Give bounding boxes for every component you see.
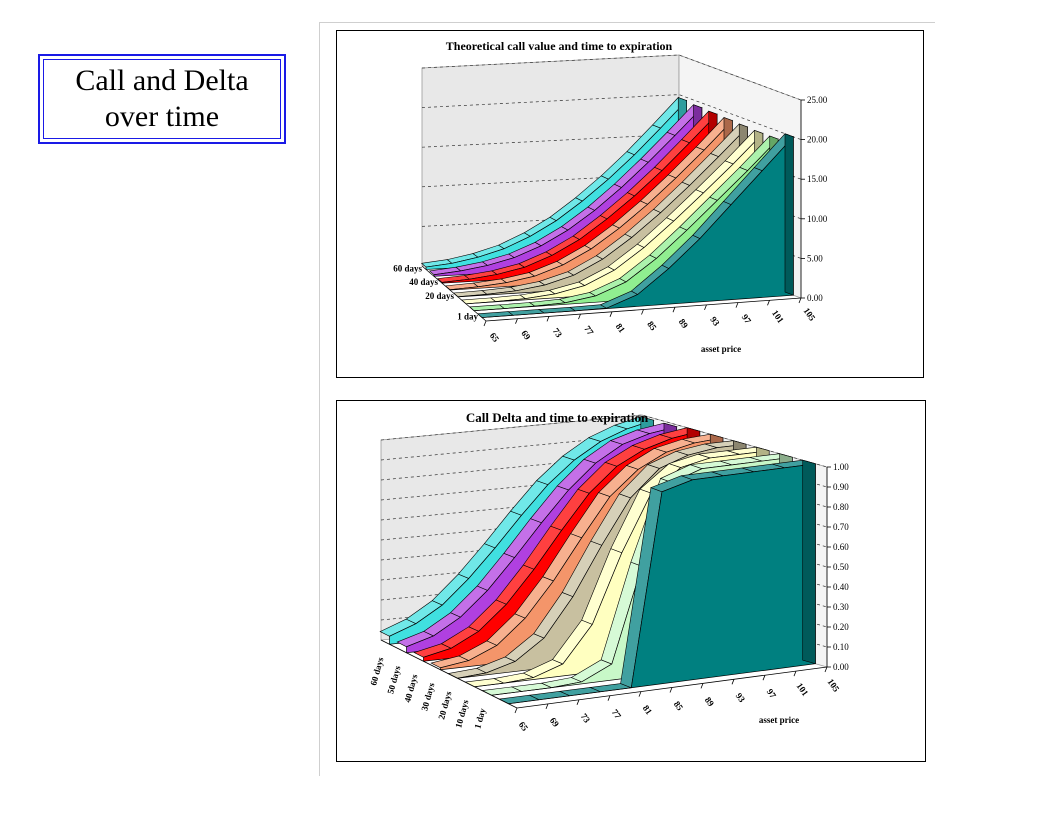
call-value-chart: 0.00 5.00 10.00 15.00 20.00 25.00 65 69 73 77 81 85… [336, 30, 924, 378]
series-end-face [802, 459, 816, 665]
category-axis-tick [731, 679, 735, 685]
value-axis-tick-label: 5.00 [807, 253, 823, 263]
value-axis-tick-label: 25.00 [807, 95, 828, 105]
chart-title: Theoretical call value and time to expir… [446, 39, 673, 53]
value-axis-tick-label: 0.80 [833, 502, 849, 512]
category-axis-tick [515, 318, 518, 324]
category-axis-tick [798, 297, 802, 304]
value-axis-tick-label: 10.00 [807, 214, 828, 224]
category-axis-tick [793, 670, 797, 677]
category-axis-tick [735, 302, 739, 308]
category-axis-tick [576, 699, 580, 705]
category-axis-tick [704, 304, 707, 311]
value-axis: 0.00 0.10 0.20 0.30 0.40 0.50 0.60 0.70 0.80 0.90… [826, 462, 849, 672]
category-axis-tick-label: 81 [614, 322, 628, 336]
value-axis-tick-label: 0.70 [833, 522, 849, 532]
value-axis-tick-label: 0.00 [833, 662, 849, 672]
category-axis-tick-label: 69 [548, 716, 562, 730]
depth-axis-label: 40 days [409, 277, 438, 287]
value-axis: 0.00 5.00 10.00 15.00 20.00 25.00 [800, 95, 828, 303]
category-axis-tick [641, 309, 644, 315]
value-axis-tick-label: 15.00 [807, 174, 828, 184]
category-axis-tick [669, 687, 673, 693]
series-group [420, 97, 794, 318]
category-axis-tick [700, 683, 704, 689]
category-axis-tick [578, 313, 581, 320]
value-axis-tick-label: 20.00 [807, 135, 828, 145]
x-axis-label: asset price [759, 715, 799, 725]
depth-axis-label: 20 days [425, 291, 454, 301]
category-axis-tick-label: 65 [488, 331, 502, 345]
category-axis-tick [638, 691, 642, 697]
category-axis-tick [607, 695, 611, 701]
category-axis-tick [546, 316, 550, 322]
series-end-face [784, 133, 794, 296]
depth-axis-label: 10 days [453, 698, 470, 729]
category-axis-tick-label: 93 [708, 315, 722, 329]
category-axis-tick-label: 85 [672, 699, 686, 713]
call-delta-chart: 0.00 0.10 0.20 0.30 0.40 0.50 0.60 0.70 0.80 0.90… [336, 400, 926, 762]
depth-axis-label: 50 days [385, 664, 402, 695]
value-axis-tick-label: 0.40 [833, 582, 849, 592]
category-axis-tick-label: 97 [740, 312, 754, 326]
category-axis-tick [762, 675, 766, 681]
value-axis-tick-label: 0.00 [807, 293, 823, 303]
category-axis-tick-label: 105 [801, 306, 817, 323]
category-axis-tick-label: 81 [641, 703, 655, 717]
series-group [379, 416, 816, 705]
category-axis-tick-label: 89 [677, 317, 691, 331]
category-axis-tick-label: 77 [582, 324, 596, 338]
category-axis-tick [545, 703, 549, 710]
slide-title: Call and Delta over time [75, 64, 249, 133]
category-axis-tick [609, 311, 613, 317]
category-axis-tick [672, 307, 676, 313]
category-axis-tick-label: 73 [579, 712, 593, 726]
x-axis-label: asset price [701, 344, 741, 354]
series-ribbon [498, 459, 816, 705]
value-axis-tick-label: 0.30 [833, 602, 849, 612]
category-axis-tick [824, 666, 828, 673]
category-axis-tick [483, 320, 487, 327]
depth-axis-label: 40 days [402, 673, 419, 704]
category-axis-tick-label: 89 [703, 695, 717, 709]
chart-title: Call Delta and time to expiration [466, 410, 649, 425]
value-axis-tick-label: 0.60 [833, 542, 849, 552]
depth-axis: 60 days 50 days 40 days 30 days 20 days 10 da… [368, 656, 487, 730]
category-axis-tick-label: 97 [765, 687, 779, 701]
category-axis-tick-label: 93 [734, 691, 748, 705]
category-axis-tick-label: 101 [770, 308, 786, 325]
vertical-guide-line [319, 22, 320, 776]
depth-axis-label: 60 days [393, 263, 422, 273]
gridline [421, 94, 802, 140]
value-axis-tick-label: 0.90 [833, 482, 849, 492]
category-axis-tick-label: 101 [794, 681, 810, 698]
depth-axis-label: 30 days [419, 681, 436, 712]
depth-axis-line [421, 265, 487, 322]
call-delta-chart-svg: 0.00 0.10 0.20 0.30 0.40 0.50 0.60 0.70 0.80 0.90… [368, 410, 849, 734]
depth-axis-label: 20 days [436, 690, 453, 721]
value-axis-tick-label: 0.50 [833, 562, 849, 572]
depth-axis-line [380, 639, 518, 709]
category-axis-tick-label: 77 [610, 707, 624, 721]
value-axis-tick-label: 1.00 [833, 462, 849, 472]
category-axis-tick-label: 85 [645, 319, 659, 333]
category-axis-tick [514, 707, 518, 714]
gridline [421, 54, 802, 101]
depth-axis-label: 1 day [472, 707, 487, 730]
depth-axis-label: 60 days [368, 656, 385, 687]
category-axis-tick-label: 69 [519, 328, 533, 342]
value-axis-tick-label: 0.20 [833, 622, 849, 632]
category-axis-tick [767, 300, 770, 306]
slide-title-box: Call and Delta over time [38, 54, 286, 144]
call-value-chart-svg: 0.00 5.00 10.00 15.00 20.00 25.00 65 69 73 77 81 85… [393, 39, 828, 354]
depth-axis: 60 days 40 days 20 days 1 day [393, 263, 478, 321]
category-axis-tick-label: 65 [517, 720, 531, 734]
value-axis-tick-label: 0.10 [833, 642, 849, 652]
slide-title-frame: Call and Delta over time [43, 59, 281, 139]
series-ribbon [476, 133, 794, 318]
category-axis-tick-label: 73 [551, 326, 565, 340]
horizontal-guide-line [319, 22, 935, 23]
depth-axis-label: 1 day [457, 312, 478, 322]
category-axis-tick-label: 105 [825, 677, 841, 694]
